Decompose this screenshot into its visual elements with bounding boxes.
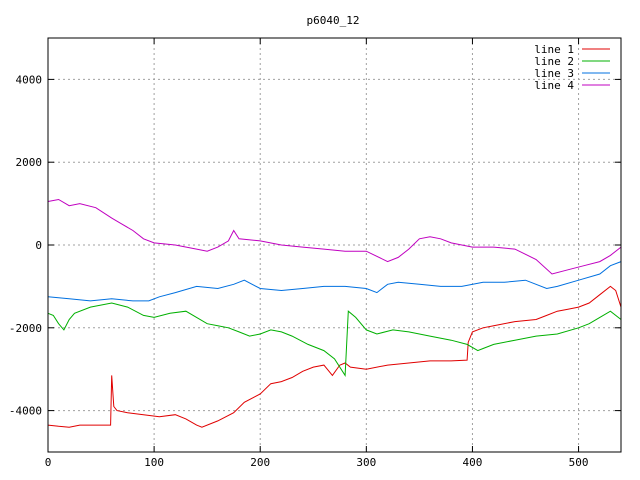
axis-ticks: 0 100 200 300 400 500 -4000 -2000 0 2000 4000	[9, 38, 621, 469]
y-tick-label: 4000	[16, 73, 43, 86]
chart-title: p6040_12	[307, 14, 360, 27]
x-tick-label: 300	[356, 456, 376, 469]
x-tick-label: 100	[144, 456, 164, 469]
legend-label-3: line 3	[534, 67, 574, 80]
y-tick-label: -2000	[9, 322, 42, 335]
x-tick-label: 200	[250, 456, 270, 469]
series-lines	[47, 198, 622, 428]
y-tick-label: -4000	[9, 405, 42, 418]
series-line-1	[47, 285, 622, 428]
legend-label-1: line 1	[534, 43, 574, 56]
series-line-4	[47, 198, 622, 275]
legend-label-4: line 4	[534, 79, 574, 92]
x-tick-label: 400	[463, 456, 483, 469]
series-line-2	[47, 302, 622, 377]
x-tick-label: 0	[45, 456, 52, 469]
y-tick-label: 2000	[16, 156, 43, 169]
x-tick-label: 500	[569, 456, 589, 469]
y-tick-label: 0	[35, 239, 42, 252]
series-line-3	[47, 261, 622, 302]
legend-label-2: line 2	[534, 55, 574, 68]
grid	[48, 38, 621, 452]
